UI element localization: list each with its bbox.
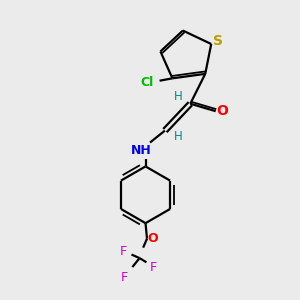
Text: F: F [120, 245, 127, 258]
Text: H: H [174, 130, 183, 143]
Text: O: O [147, 232, 158, 244]
Text: NH: NH [131, 144, 152, 158]
Text: S: S [213, 34, 223, 48]
Text: H: H [173, 90, 182, 103]
Text: F: F [149, 261, 157, 274]
Text: O: O [216, 104, 228, 118]
Text: Cl: Cl [140, 76, 154, 89]
Text: F: F [121, 271, 128, 284]
